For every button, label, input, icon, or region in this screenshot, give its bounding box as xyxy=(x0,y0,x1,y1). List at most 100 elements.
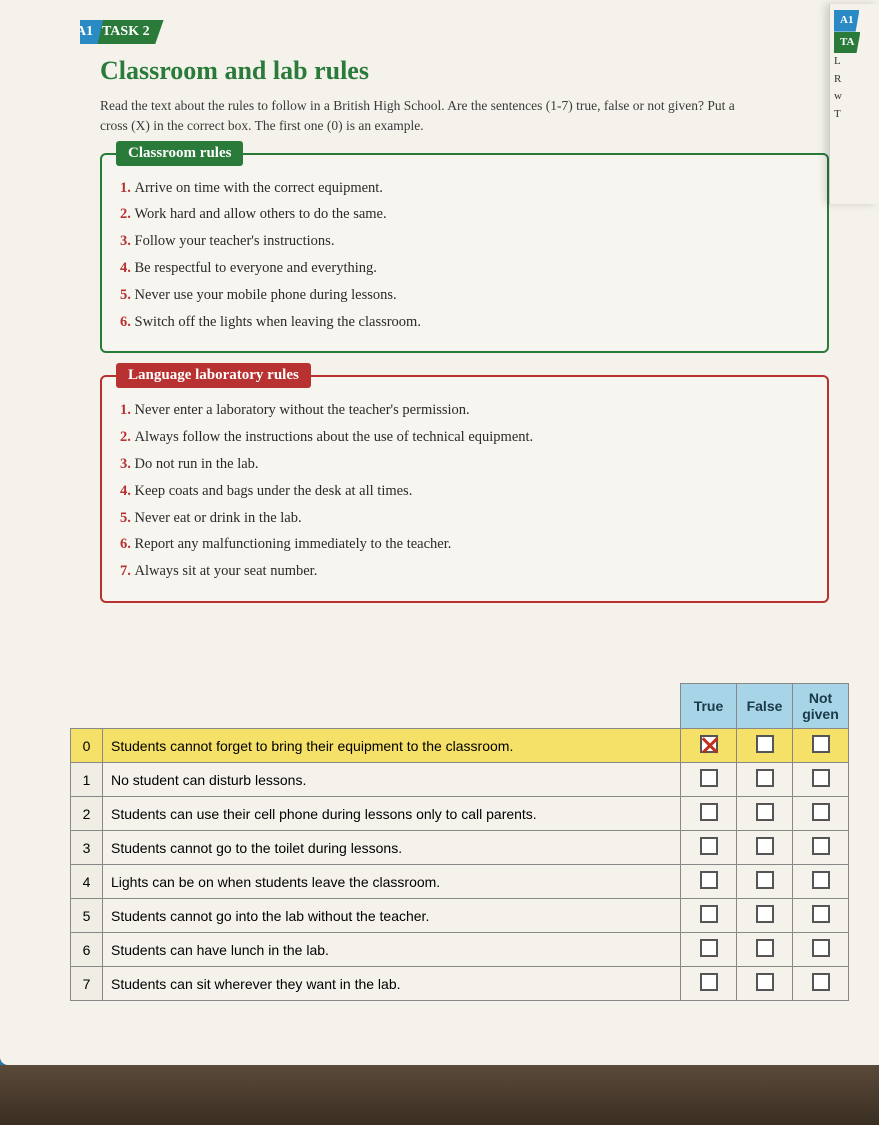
table-row: 5Students cannot go into the lab without… xyxy=(71,899,849,933)
classroom-rules-list: Arrive on time with the correct equipmen… xyxy=(120,175,809,336)
th-notgiven: Not given xyxy=(793,684,849,729)
checkbox-true[interactable] xyxy=(700,769,718,787)
classroom-rule-item: Be respectful to everyone and everything… xyxy=(120,255,809,282)
th-false: False xyxy=(737,684,793,729)
table-row: 0Students cannot forget to bring their e… xyxy=(71,729,849,763)
checkbox-false[interactable] xyxy=(756,803,774,821)
table-row: 4Lights can be on when students leave th… xyxy=(71,865,849,899)
checkbox-cell-false xyxy=(737,933,793,967)
checkbox-notgiven[interactable] xyxy=(812,871,830,889)
task-badge: A1 TASK 2 xyxy=(80,20,164,44)
checkbox-cell-false xyxy=(737,865,793,899)
table-row: 7Students can sit wherever they want in … xyxy=(71,967,849,1001)
checkbox-true[interactable] xyxy=(700,905,718,923)
next-page-fragment: w xyxy=(834,88,875,106)
table-row: 3Students cannot go to the toilet during… xyxy=(71,831,849,865)
checkbox-false[interactable] xyxy=(756,735,774,753)
next-page-sliver: A1 TA LRwT xyxy=(829,4,879,204)
classroom-rule-item: Switch off the lights when leaving the c… xyxy=(120,309,809,336)
task-label: TASK 2 xyxy=(102,24,150,39)
row-statement: Students cannot forget to bring their eq… xyxy=(103,729,681,763)
row-number: 6 xyxy=(71,933,103,967)
checkbox-cell-notgiven xyxy=(793,729,849,763)
checkbox-notgiven[interactable] xyxy=(812,939,830,957)
row-statement: Students can use their cell phone during… xyxy=(103,797,681,831)
checkbox-notgiven[interactable] xyxy=(812,803,830,821)
checkbox-true[interactable] xyxy=(700,735,718,753)
checkbox-cell-true xyxy=(681,729,737,763)
checkbox-cell-true xyxy=(681,831,737,865)
checkbox-false[interactable] xyxy=(756,769,774,787)
next-level-badge: A1 xyxy=(834,10,859,32)
row-number: 7 xyxy=(71,967,103,1001)
lab-rule-item: Report any malfunctioning immediately to… xyxy=(120,531,809,558)
checkbox-cell-false xyxy=(737,763,793,797)
classroom-rule-item: Work hard and allow others to do the sam… xyxy=(120,201,809,228)
checkbox-true[interactable] xyxy=(700,803,718,821)
checkbox-cell-true xyxy=(681,865,737,899)
row-number: 3 xyxy=(71,831,103,865)
answer-table: True False Not given 0Students cannot fo… xyxy=(70,683,849,1001)
table-row: 1No student can disturb lessons. xyxy=(71,763,849,797)
checkbox-true[interactable] xyxy=(700,837,718,855)
checkbox-cell-notgiven xyxy=(793,899,849,933)
checkbox-true[interactable] xyxy=(700,939,718,957)
lab-rule-item: Keep coats and bags under the desk at al… xyxy=(120,478,809,505)
checkbox-cell-true xyxy=(681,899,737,933)
page: A1 TASK 2 Classroom and lab rules Read t… xyxy=(0,0,879,1065)
lab-rule-item: Do not run in the lab. xyxy=(120,451,809,478)
checkbox-false[interactable] xyxy=(756,837,774,855)
checkbox-notgiven[interactable] xyxy=(812,905,830,923)
task-badge-wrap: A1 TASK 2 xyxy=(70,20,849,48)
checkbox-false[interactable] xyxy=(756,939,774,957)
level-badge: A1 xyxy=(66,20,103,44)
table-row: 2Students can use their cell phone durin… xyxy=(71,797,849,831)
checkbox-cell-false xyxy=(737,967,793,1001)
checkbox-true[interactable] xyxy=(700,973,718,991)
row-number: 1 xyxy=(71,763,103,797)
page-title: Classroom and lab rules xyxy=(100,56,849,86)
th-blank-text xyxy=(103,684,681,729)
next-task-badge: TA xyxy=(834,32,860,54)
lab-rule-item: Never enter a laboratory without the tea… xyxy=(120,397,809,424)
row-number: 4 xyxy=(71,865,103,899)
row-statement: Students can sit wherever they want in t… xyxy=(103,967,681,1001)
row-statement: Lights can be on when students leave the… xyxy=(103,865,681,899)
row-number: 2 xyxy=(71,797,103,831)
checkbox-cell-notgiven xyxy=(793,763,849,797)
checkbox-cell-true xyxy=(681,967,737,1001)
classroom-rule-item: Never use your mobile phone during lesso… xyxy=(120,282,809,309)
classroom-rule-item: Follow your teacher's instructions. xyxy=(120,228,809,255)
checkbox-cell-true xyxy=(681,933,737,967)
lab-rules-panel: Language laboratory rules Never enter a … xyxy=(100,375,829,603)
checkbox-false[interactable] xyxy=(756,871,774,889)
checkbox-cell-true xyxy=(681,763,737,797)
checkbox-notgiven[interactable] xyxy=(812,769,830,787)
checkbox-true[interactable] xyxy=(700,871,718,889)
row-statement: Students cannot go into the lab without … xyxy=(103,899,681,933)
next-page-fragment: L xyxy=(834,53,875,71)
checkbox-notgiven[interactable] xyxy=(812,973,830,991)
next-page-fragment: R xyxy=(834,71,875,89)
checkbox-false[interactable] xyxy=(756,905,774,923)
checkbox-cell-false xyxy=(737,729,793,763)
th-blank-num xyxy=(71,684,103,729)
checkbox-cell-notgiven xyxy=(793,865,849,899)
checkbox-cell-notgiven xyxy=(793,797,849,831)
lab-rule-item: Always sit at your seat number. xyxy=(120,558,809,585)
classroom-rule-item: Arrive on time with the correct equipmen… xyxy=(120,175,809,202)
checkbox-cell-true xyxy=(681,797,737,831)
lab-rule-item: Always follow the instructions about the… xyxy=(120,424,809,451)
lab-header: Language laboratory rules xyxy=(116,363,311,388)
checkbox-cell-false xyxy=(737,831,793,865)
row-statement: No student can disturb lessons. xyxy=(103,763,681,797)
checkbox-notgiven[interactable] xyxy=(812,837,830,855)
row-number: 0 xyxy=(71,729,103,763)
classroom-rules-panel: Classroom rules Arrive on time with the … xyxy=(100,153,829,354)
checkbox-cell-false xyxy=(737,899,793,933)
row-number: 5 xyxy=(71,899,103,933)
checkbox-false[interactable] xyxy=(756,973,774,991)
checkbox-notgiven[interactable] xyxy=(812,735,830,753)
table-row: 6Students can have lunch in the lab. xyxy=(71,933,849,967)
checkbox-cell-notgiven xyxy=(793,967,849,1001)
